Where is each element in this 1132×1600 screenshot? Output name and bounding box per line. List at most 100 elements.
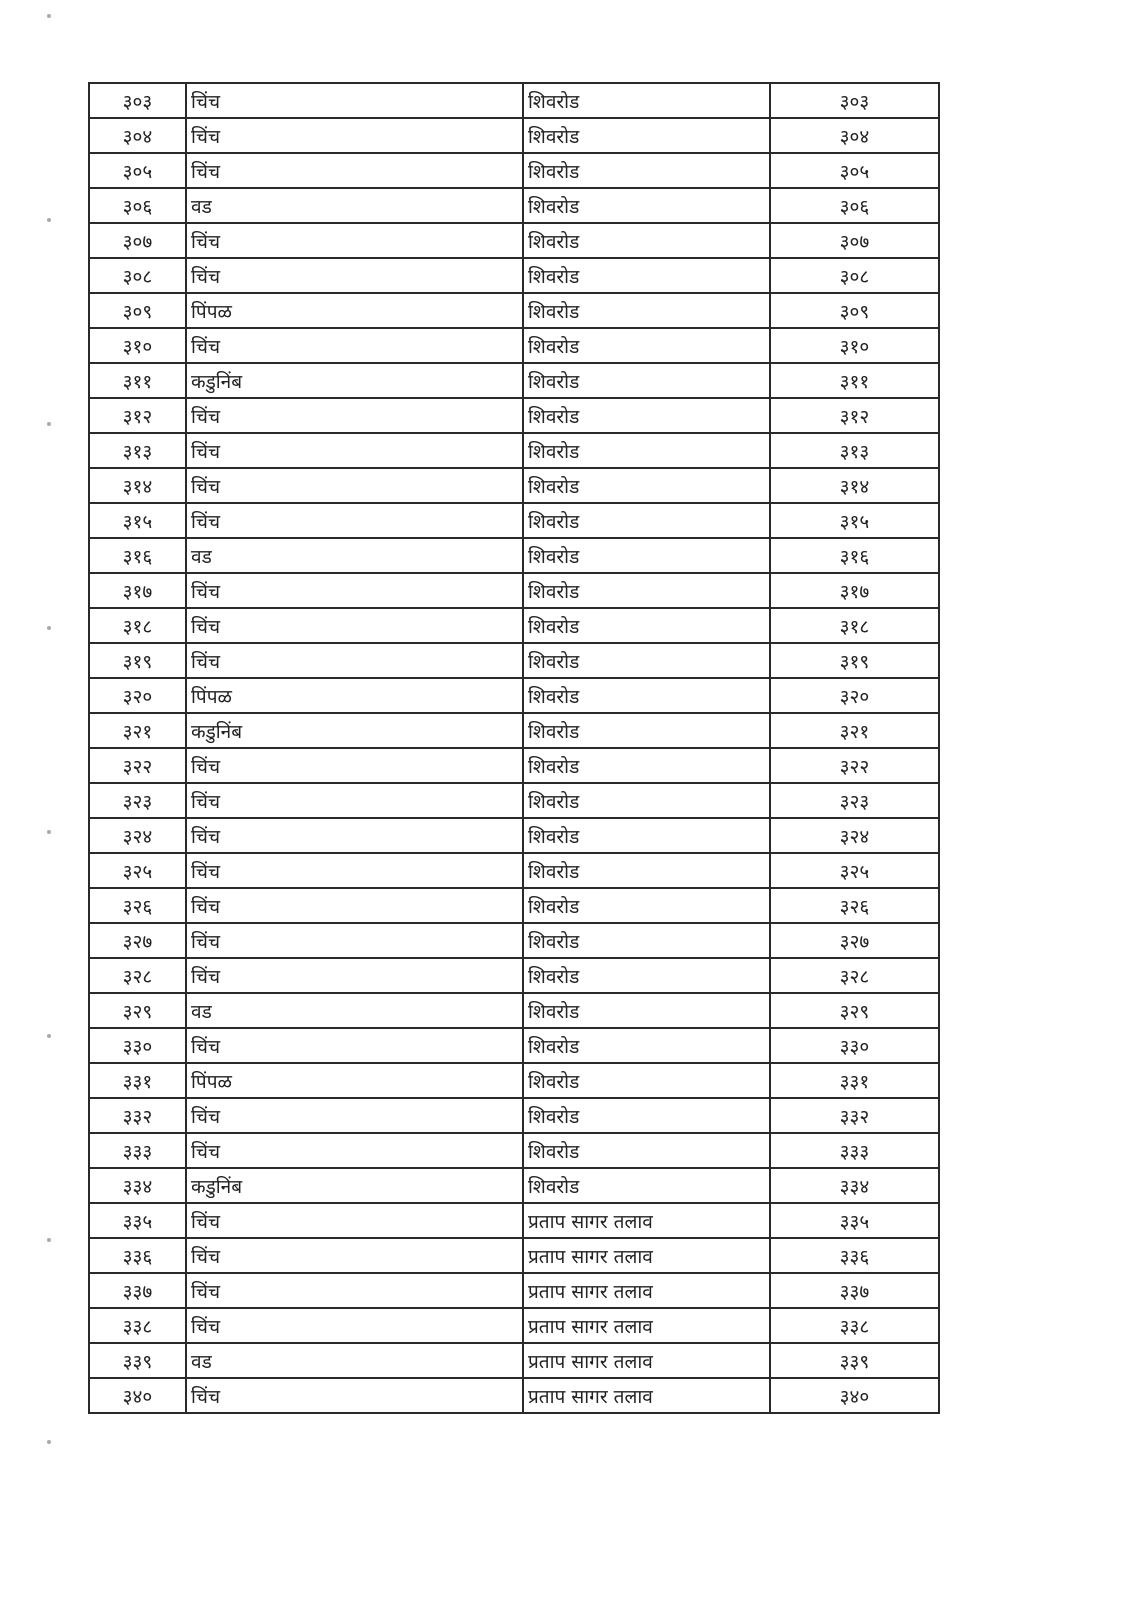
tree-name-cell: वड: [185, 1342, 524, 1379]
location-cell: प्रताप सागर तलाव: [522, 1237, 771, 1274]
table-row: ३३९ वड प्रताप सागर तलाव ३३९: [88, 1342, 940, 1379]
table-row: ३१७ चिंच शिवरोड ३१७: [88, 572, 940, 609]
tree-number-cell: ३०६: [769, 187, 940, 224]
tree-number-cell: ३१८: [769, 607, 940, 644]
table-row: ३१० चिंच शिवरोड ३१०: [88, 327, 940, 364]
tree-name-cell: चिंच: [185, 1377, 524, 1414]
serial-number-cell: ३३०: [88, 1027, 187, 1064]
tree-name-cell: चिंच: [185, 1097, 524, 1134]
tree-name-cell: चिंच: [185, 1272, 524, 1309]
tree-number-cell: ३०९: [769, 292, 940, 329]
serial-number-cell: ३२७: [88, 922, 187, 959]
tree-name-cell: चिंच: [185, 257, 524, 294]
serial-number-cell: ३२८: [88, 957, 187, 994]
serial-number-cell: ३०९: [88, 292, 187, 329]
scan-speck: [47, 830, 51, 834]
tree-name-cell: चिंच: [185, 642, 524, 679]
tree-name-cell: चिंच: [185, 1132, 524, 1169]
table-row: ३३२ चिंच शिवरोड ३३२: [88, 1097, 940, 1134]
table-row: ३२३ चिंच शिवरोड ३२३: [88, 782, 940, 819]
serial-number-cell: ३२५: [88, 852, 187, 889]
tree-number-cell: ३१६: [769, 537, 940, 574]
table-row: ३३० चिंच शिवरोड ३३०: [88, 1027, 940, 1064]
table-row: ३४० चिंच प्रताप सागर तलाव ३४०: [88, 1377, 940, 1414]
table-row: ३१९ चिंच शिवरोड ३१९: [88, 642, 940, 679]
tree-number-cell: ३३१: [769, 1062, 940, 1099]
serial-number-cell: ३२०: [88, 677, 187, 714]
tree-name-cell: चिंच: [185, 1237, 524, 1274]
table-row: ३३५ चिंच प्रताप सागर तलाव ३३५: [88, 1202, 940, 1239]
location-cell: शिवरोड: [522, 467, 771, 504]
tree-name-cell: वड: [185, 537, 524, 574]
serial-number-cell: ३१३: [88, 432, 187, 469]
table-row: ३२९ वड शिवरोड ३२९: [88, 992, 940, 1029]
location-cell: प्रताप सागर तलाव: [522, 1377, 771, 1414]
tree-number-cell: ३०४: [769, 117, 940, 154]
location-cell: शिवरोड: [522, 607, 771, 644]
table-row: ३३८ चिंच प्रताप सागर तलाव ३३८: [88, 1307, 940, 1344]
table-row: ३१६ वड शिवरोड ३१६: [88, 537, 940, 574]
location-cell: शिवरोड: [522, 397, 771, 434]
tree-name-cell: चिंच: [185, 922, 524, 959]
tree-number-cell: ३३२: [769, 1097, 940, 1134]
table-row: ३२७ चिंच शिवरोड ३२७: [88, 922, 940, 959]
tree-name-cell: पिंपळ: [185, 292, 524, 329]
tree-name-cell: चिंच: [185, 572, 524, 609]
table-row: ३०८ चिंच शिवरोड ३०८: [88, 257, 940, 294]
table-row: ३३१ पिंपळ शिवरोड ३३१: [88, 1062, 940, 1099]
table-row: ३१५ चिंच शिवरोड ३१५: [88, 502, 940, 539]
table-row: ३१४ चिंच शिवरोड ३१४: [88, 467, 940, 504]
tree-name-cell: चिंच: [185, 607, 524, 644]
table-row: ३२१ कडुनिंब शिवरोड ३२१: [88, 712, 940, 749]
location-cell: शिवरोड: [522, 362, 771, 399]
location-cell: प्रताप सागर तलाव: [522, 1307, 771, 1344]
tree-name-cell: चिंच: [185, 852, 524, 889]
tree-number-cell: ३२६: [769, 887, 940, 924]
serial-number-cell: ३३१: [88, 1062, 187, 1099]
scan-speck: [47, 1440, 51, 1444]
serial-number-cell: ३३४: [88, 1167, 187, 1204]
tree-name-cell: पिंपळ: [185, 677, 524, 714]
scan-speck: [47, 218, 51, 222]
location-cell: शिवरोड: [522, 747, 771, 784]
serial-number-cell: ३१२: [88, 397, 187, 434]
tree-number-cell: ३४०: [769, 1377, 940, 1414]
location-cell: शिवरोड: [522, 1027, 771, 1064]
table-row: ३३६ चिंच प्रताप सागर तलाव ३३६: [88, 1237, 940, 1274]
serial-number-cell: ३१५: [88, 502, 187, 539]
tree-number-cell: ३२०: [769, 677, 940, 714]
location-cell: शिवरोड: [522, 852, 771, 889]
serial-number-cell: ३०७: [88, 222, 187, 259]
location-cell: शिवरोड: [522, 537, 771, 574]
serial-number-cell: ३३५: [88, 1202, 187, 1239]
tree-number-cell: ३१०: [769, 327, 940, 364]
tree-name-cell: चिंच: [185, 502, 524, 539]
location-cell: शिवरोड: [522, 782, 771, 819]
serial-number-cell: ३२६: [88, 887, 187, 924]
location-cell: शिवरोड: [522, 572, 771, 609]
location-cell: प्रताप सागर तलाव: [522, 1272, 771, 1309]
location-cell: शिवरोड: [522, 257, 771, 294]
tree-name-cell: चिंच: [185, 327, 524, 364]
tree-number-cell: ३१२: [769, 397, 940, 434]
tree-name-cell: वड: [185, 187, 524, 224]
tree-number-cell: ३२७: [769, 922, 940, 959]
tree-number-cell: ३३४: [769, 1167, 940, 1204]
tree-name-cell: चिंच: [185, 82, 524, 119]
serial-number-cell: ३०८: [88, 257, 187, 294]
location-cell: शिवरोड: [522, 817, 771, 854]
tree-number-cell: ३१५: [769, 502, 940, 539]
tree-number-cell: ३०५: [769, 152, 940, 189]
serial-number-cell: ३३२: [88, 1097, 187, 1134]
location-cell: शिवरोड: [522, 1062, 771, 1099]
location-cell: शिवरोड: [522, 187, 771, 224]
serial-number-cell: ३१६: [88, 537, 187, 574]
tree-list-table: ३०३ चिंच शिवरोड ३०३ ३०४ चिंच शिवरोड ३०४ ३०५ चिंच श…: [88, 82, 940, 1414]
table-row: ३१२ चिंच शिवरोड ३१२: [88, 397, 940, 434]
serial-number-cell: ३२२: [88, 747, 187, 784]
tree-name-cell: चिंच: [185, 222, 524, 259]
tree-number-cell: ३२२: [769, 747, 940, 784]
location-cell: शिवरोड: [522, 992, 771, 1029]
tree-name-cell: चिंच: [185, 1202, 524, 1239]
tree-name-cell: पिंपळ: [185, 1062, 524, 1099]
